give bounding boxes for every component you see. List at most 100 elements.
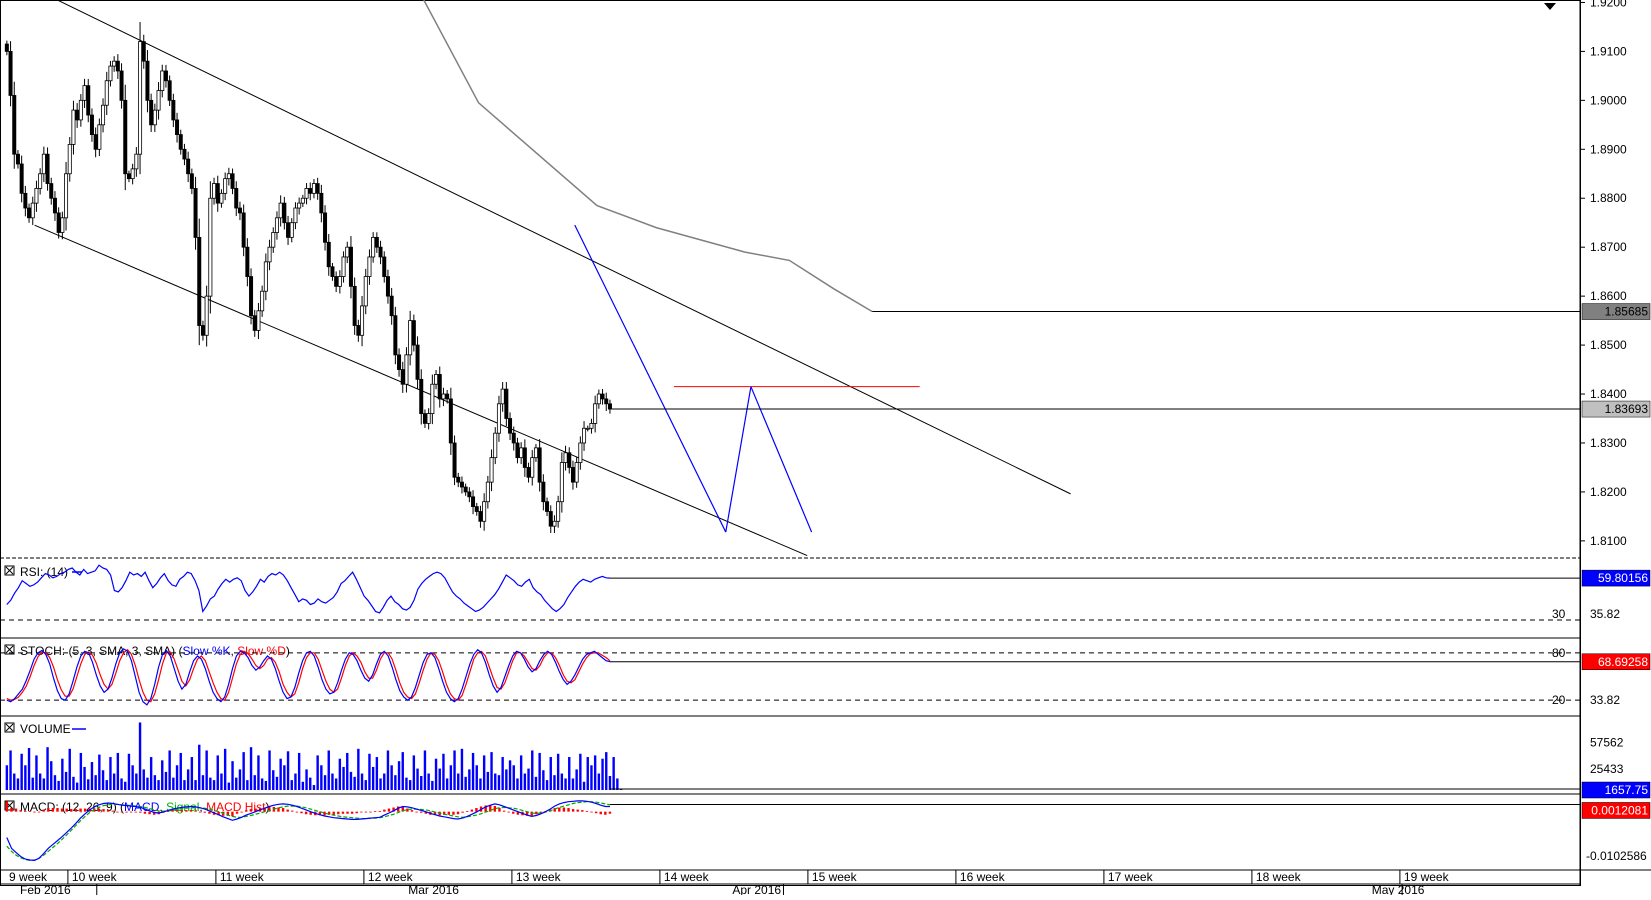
macd-hist-bar-121 — [562, 807, 566, 812]
candle-body-up — [34, 188, 39, 204]
volume-bar-118 — [442, 753, 445, 790]
macd-hist-bar-96 — [447, 811, 451, 815]
candle-17 — [67, 136, 72, 182]
volume-bar-2 — [13, 773, 16, 790]
candle-133 — [496, 395, 501, 442]
candle-body-up — [223, 178, 228, 194]
candle-body-down — [49, 183, 54, 199]
candle-120 — [448, 387, 453, 455]
candle-108 — [404, 347, 409, 393]
candle-148 — [552, 515, 557, 534]
candle-79 — [297, 197, 302, 215]
candle-body-up — [226, 173, 231, 180]
month-label-3: May 2016 — [1372, 883, 1425, 895]
volume-bar-108 — [405, 777, 408, 790]
volume-bar-96 — [360, 773, 364, 790]
candle-31 — [119, 63, 124, 109]
volume-bar-117 — [438, 768, 441, 790]
candle-147 — [548, 505, 553, 533]
candle-body-down — [474, 506, 479, 512]
candle-body-up — [304, 188, 309, 199]
candle-126 — [471, 490, 476, 515]
volume-bar-79 — [297, 752, 301, 790]
candle-body-down — [411, 320, 416, 346]
macd-hist-bar-30 — [143, 811, 147, 814]
candle-154 — [574, 457, 579, 488]
candle-body-up — [156, 90, 161, 111]
macd-hist-bar-107 — [498, 808, 501, 812]
candle-body-down — [234, 188, 239, 209]
candle-body-down — [315, 183, 320, 194]
macd-hist-bar-38 — [180, 810, 183, 812]
volume-bar-52 — [198, 744, 201, 790]
macd-hist-bar-65 — [304, 811, 308, 815]
volume-bar-72 — [272, 770, 275, 790]
volume-bar-93 — [349, 771, 353, 790]
candle-body-down — [282, 202, 287, 224]
candle-105 — [393, 306, 398, 365]
candle-12 — [49, 177, 54, 205]
candle-152 — [567, 447, 572, 474]
candle-49 — [186, 151, 191, 183]
candle-body-up — [271, 232, 276, 248]
candle-body-down — [448, 398, 453, 444]
volume-bar-56 — [212, 780, 216, 790]
price-value-label: 1.83693 — [1605, 402, 1649, 416]
candle-9 — [38, 168, 43, 195]
candle-body-up — [289, 222, 294, 238]
candle-44 — [167, 75, 172, 107]
candle-29 — [112, 56, 117, 72]
candle-53 — [200, 320, 205, 341]
candle-body-down — [374, 236, 379, 248]
macd-hist-bar-75 — [350, 811, 354, 814]
month-label-2: Apr 2016 — [732, 883, 781, 895]
volume-bar-99 — [371, 766, 375, 790]
macd-hist-bar-87 — [406, 808, 409, 812]
candle-body-down — [215, 183, 220, 204]
macd-hist-bar-17 — [83, 808, 87, 812]
volume-bar-76 — [286, 751, 290, 790]
stoch-k-label: Slow %K — [183, 644, 231, 658]
volume-bar-133 — [497, 775, 501, 790]
volume-bar-105 — [394, 775, 397, 790]
candle-body-down — [397, 354, 402, 370]
candle-129 — [482, 493, 487, 531]
macd-hist-bar-56 — [263, 807, 266, 812]
stoch-header: STOCH: (5, 3, SMA, 3, SMA) (Slow %K, Slo… — [4, 644, 290, 658]
candle-body-up — [41, 153, 46, 175]
candle-110 — [411, 314, 416, 352]
candle-body-down — [189, 173, 194, 189]
macd-hist-bar-7 — [37, 811, 41, 813]
candle-body-down — [197, 236, 202, 326]
volume-value-label: 1657.75 — [1605, 783, 1649, 797]
main-plot-area — [4, 0, 1071, 557]
candle-body-down — [119, 70, 124, 101]
candle-98 — [367, 249, 372, 285]
volume-bar-10 — [42, 778, 46, 790]
candle-body-down — [56, 212, 61, 233]
candle-5 — [23, 185, 28, 217]
candle-body-up — [559, 462, 564, 503]
candle-151 — [563, 445, 568, 471]
volume-bar-136 — [508, 760, 512, 790]
candle-body-down — [15, 153, 20, 165]
candle-26 — [101, 98, 106, 133]
volume-bar-142 — [531, 750, 534, 790]
candle-46 — [175, 112, 180, 143]
macd-hist-bar-9 — [47, 808, 50, 812]
volume-bar-119 — [445, 778, 449, 790]
volume-bar-109 — [408, 780, 412, 790]
candle-body-down — [445, 393, 450, 400]
macd-hist-bar-14 — [70, 809, 73, 812]
macd-hist-bar-131 — [608, 811, 612, 814]
volume-bar-36 — [138, 722, 142, 790]
macd-hist-bar-99 — [461, 811, 464, 813]
volume-bar-71 — [268, 750, 271, 790]
candle-128 — [478, 505, 483, 528]
volume-bar-1 — [9, 750, 12, 790]
candle-body-up — [297, 202, 302, 209]
volume-bar-18 — [72, 776, 75, 790]
scroll-end-icon[interactable] — [1544, 3, 1556, 10]
candle-body-down — [478, 511, 483, 522]
